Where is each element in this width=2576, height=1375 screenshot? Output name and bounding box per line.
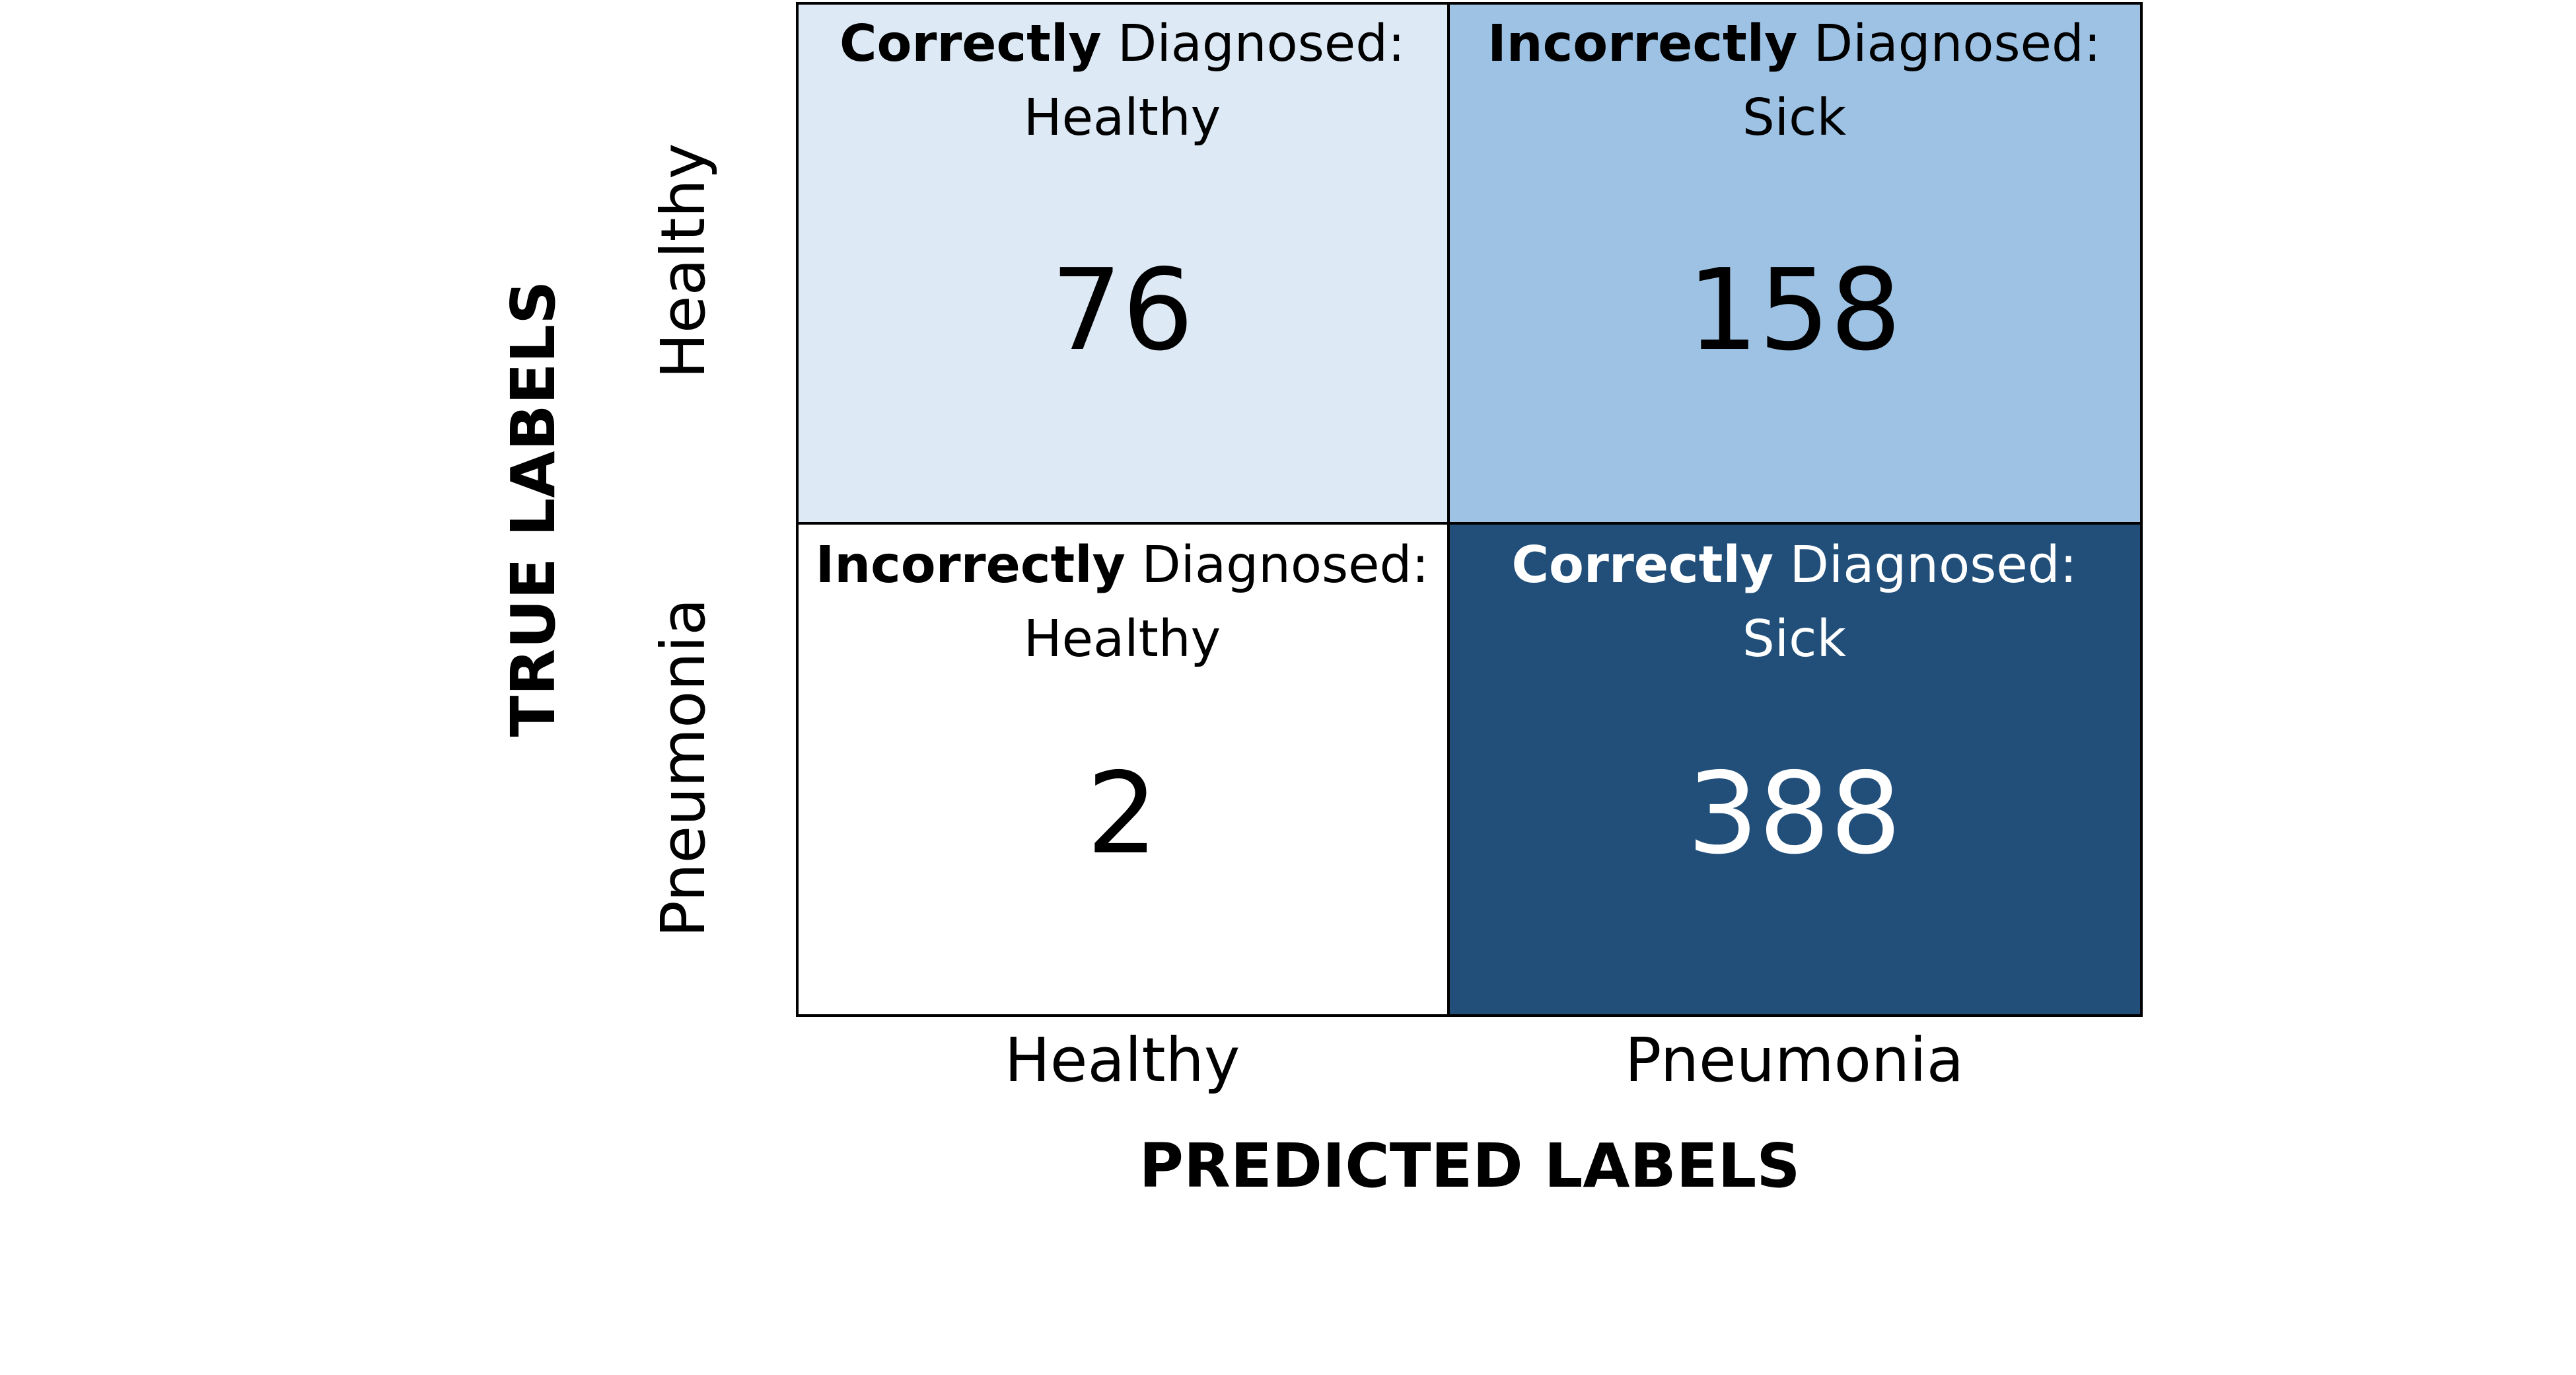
- grid-line: [796, 2, 2143, 5]
- grid-line: [796, 522, 2140, 525]
- x-tick-label-healthy: Healthy: [1004, 1025, 1240, 1096]
- y-tick-label-healthy: Healthy: [648, 143, 719, 379]
- cell-title-rest: Diagnosed:: [1101, 15, 1406, 73]
- cell-title-emphasis: Incorrectly: [1487, 15, 1798, 73]
- cell-title: Correctly Diagnosed:: [1449, 529, 2140, 603]
- x-tick-label-pneumonia: Pneumonia: [1624, 1025, 1964, 1096]
- grid-line: [796, 1014, 2143, 1017]
- matrix-cell: Correctly Diagnosed: Healthy 76: [796, 2, 1449, 523]
- cell-title: Incorrectly Diagnosed:: [796, 529, 1449, 603]
- cell-title: Incorrectly Diagnosed:: [1449, 7, 2140, 81]
- cell-title-rest: Diagnosed:: [1773, 536, 2077, 595]
- cell-subtitle: Sick: [1742, 89, 1847, 147]
- cell-subtitle: Healthy: [1023, 610, 1221, 669]
- cell-subtitle: Sick: [1742, 610, 1847, 669]
- cell-title: Correctly Diagnosed:: [796, 7, 1449, 81]
- cell-title-emphasis: Correctly: [1511, 536, 1774, 595]
- grid-line: [796, 2, 799, 1017]
- x-axis-title: PREDICTED LABELS: [1139, 1131, 1801, 1201]
- matrix-cell: Incorrectly Diagnosed: Sick 158: [1449, 2, 2140, 523]
- cell-value: 2: [1086, 748, 1159, 879]
- cell-value: 158: [1687, 245, 1902, 377]
- matrix-cell: Incorrectly Diagnosed: Healthy 2: [796, 523, 1449, 1014]
- y-tick-label-pneumonia: Pneumonia: [648, 598, 719, 938]
- y-axis-title: TRUE LABELS: [498, 280, 569, 737]
- cell-subtitle: Healthy: [1023, 89, 1221, 147]
- matrix-cell: Correctly Diagnosed: Sick 388: [1449, 523, 2140, 1014]
- grid-line: [1447, 2, 1450, 1014]
- cell-title-emphasis: Correctly: [839, 15, 1102, 73]
- grid-line: [2140, 2, 2143, 1017]
- cell-value: 388: [1687, 748, 1902, 879]
- cell-value: 76: [1050, 245, 1194, 377]
- cell-title-rest: Diagnosed:: [1125, 536, 1429, 595]
- cell-title-emphasis: Incorrectly: [815, 536, 1126, 595]
- cell-title-rest: Diagnosed:: [1797, 15, 2101, 73]
